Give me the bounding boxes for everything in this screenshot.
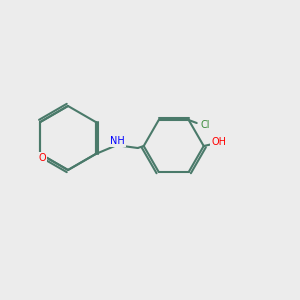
- Text: Cl: Cl: [201, 120, 211, 130]
- Text: NH: NH: [110, 136, 125, 146]
- Text: OH: OH: [211, 137, 226, 147]
- Text: O: O: [38, 153, 46, 163]
